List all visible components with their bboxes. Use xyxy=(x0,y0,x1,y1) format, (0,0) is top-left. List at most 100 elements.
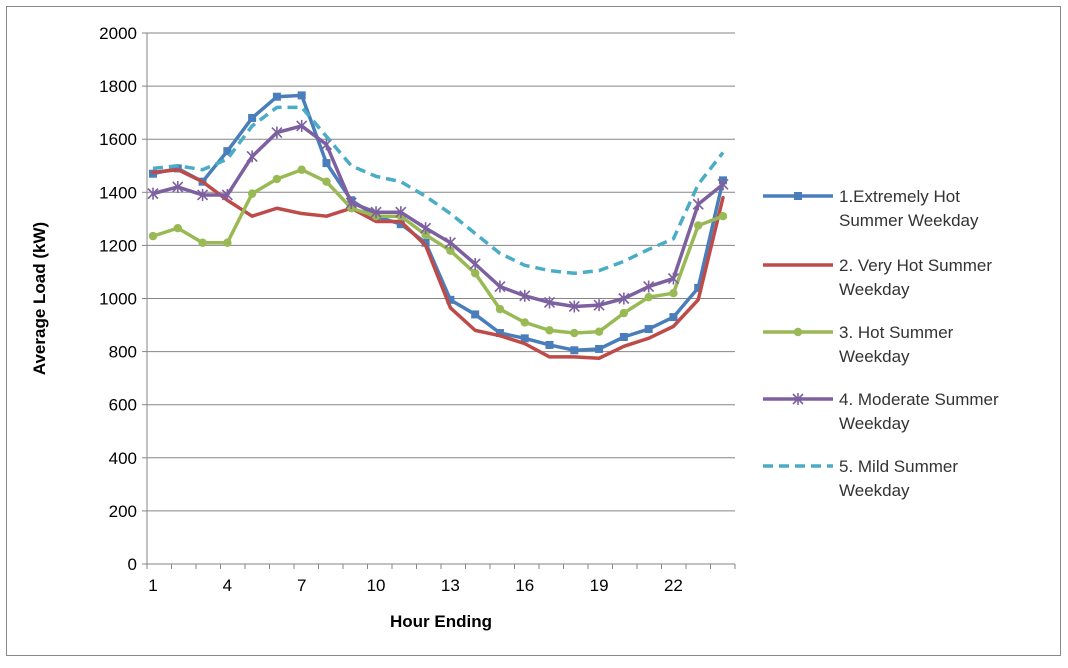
chart-frame: 0 200 400 600 800 1000 1200 1400 1600 1800 2000 1 4… xyxy=(6,6,1061,656)
data-point-marker xyxy=(470,269,480,278)
y-tick-label: 2000 xyxy=(99,24,137,43)
legend-label: 3. Hot Summer xyxy=(839,323,954,342)
legend-label: Weekday xyxy=(839,414,910,433)
data-point-marker xyxy=(421,230,430,239)
data-point-marker xyxy=(147,187,159,200)
series-line xyxy=(152,105,725,276)
data-point-marker xyxy=(297,91,306,100)
x-axis-ticks: 1 4 7 10 13 16 19 22 xyxy=(146,564,736,595)
data-point-marker xyxy=(395,206,407,219)
data-point-marker xyxy=(223,238,232,247)
data-point-marker xyxy=(322,159,331,168)
series-line xyxy=(151,167,725,360)
data-point-marker xyxy=(692,198,704,211)
series-line xyxy=(151,93,725,353)
data-point-marker xyxy=(173,223,182,233)
data-point-marker xyxy=(296,119,308,132)
data-point-marker xyxy=(221,188,233,201)
data-point-marker xyxy=(619,308,629,318)
legend-label: Summer Weekday xyxy=(839,211,979,230)
data-point-marker xyxy=(568,300,580,313)
data-point-marker xyxy=(570,328,579,338)
data-point-marker xyxy=(543,296,556,309)
x-axis-title: Hour Ending xyxy=(390,612,492,631)
data-point-marker xyxy=(717,178,729,191)
data-point-marker xyxy=(322,177,331,186)
legend-item: 5. Mild Summer Weekday xyxy=(763,457,958,500)
data-point-marker xyxy=(198,238,207,247)
series-group xyxy=(147,91,729,360)
legend-label: 4. Moderate Summer xyxy=(839,390,999,409)
data-point-marker xyxy=(495,329,504,338)
legend-item: 4. Moderate Summer Weekday xyxy=(763,390,999,433)
line-chart: 0 200 400 600 800 1000 1200 1400 1600 1800 2000 1 4… xyxy=(30,24,999,631)
data-point-marker xyxy=(793,327,803,337)
legend-label: 1.Extremely Hot xyxy=(839,187,960,206)
data-point-marker xyxy=(494,280,506,293)
data-point-marker xyxy=(794,192,802,200)
data-point-marker xyxy=(272,174,282,184)
data-point-marker xyxy=(694,283,703,292)
data-point-marker xyxy=(148,231,158,241)
y-tick-label: 1000 xyxy=(99,290,137,309)
data-point-marker xyxy=(469,257,481,270)
data-point-marker xyxy=(172,180,184,193)
data-point-marker xyxy=(694,221,703,230)
data-point-marker xyxy=(792,393,804,405)
legend-item: 1.Extremely Hot Summer Weekday xyxy=(763,187,979,230)
legend: 1.Extremely Hot Summer Weekday 2. Very Hot… xyxy=(763,187,999,500)
legend-item: 3. Hot Summer Weekday xyxy=(763,323,954,366)
legend-item: 2. Very Hot Summer Weekday xyxy=(763,256,992,299)
x-tick-label: 13 xyxy=(441,576,460,595)
y-tick-label: 600 xyxy=(109,396,137,415)
legend-label: Weekday xyxy=(839,481,910,500)
legend-label: Weekday xyxy=(839,347,910,366)
data-point-marker xyxy=(495,304,505,314)
y-tick-label: 1800 xyxy=(99,77,137,96)
x-tick-label: 16 xyxy=(515,576,534,595)
data-point-marker xyxy=(519,289,531,302)
data-point-marker xyxy=(196,188,209,201)
data-point-marker xyxy=(667,272,680,285)
data-point-marker xyxy=(669,313,678,322)
series-line xyxy=(151,124,725,309)
y-axis-title: Average Load (kW) xyxy=(30,222,49,375)
legend-label: 2. Very Hot Summer xyxy=(839,256,992,275)
x-tick-label: 10 xyxy=(367,576,386,595)
data-point-marker xyxy=(643,280,655,293)
data-point-marker xyxy=(421,238,430,247)
x-tick-label: 22 xyxy=(664,576,683,595)
data-point-marker xyxy=(594,327,604,336)
data-point-marker xyxy=(545,340,554,349)
data-point-marker xyxy=(718,211,728,221)
data-point-marker xyxy=(618,292,630,305)
data-point-marker xyxy=(223,147,232,156)
y-tick-label: 800 xyxy=(109,343,137,362)
y-tick-label: 400 xyxy=(109,449,137,468)
data-point-marker xyxy=(471,310,480,319)
x-tick-label: 1 xyxy=(148,576,157,595)
x-tick-label: 4 xyxy=(223,576,232,595)
data-point-marker xyxy=(619,332,628,341)
data-point-marker xyxy=(396,220,405,229)
gridlines xyxy=(147,32,735,512)
y-axis-ticks: 0 200 400 600 800 1000 1200 1400 1600 1800 2000 xyxy=(99,24,147,574)
legend-label: 5. Mild Summer xyxy=(839,457,958,476)
data-point-marker xyxy=(248,113,257,122)
y-tick-label: 1600 xyxy=(99,130,137,149)
data-point-marker xyxy=(520,334,529,343)
x-tick-label: 7 xyxy=(297,576,306,595)
y-tick-label: 1400 xyxy=(99,183,137,202)
series-5 xyxy=(152,105,725,276)
data-point-marker xyxy=(446,246,455,255)
data-point-marker xyxy=(272,92,281,101)
data-point-marker xyxy=(246,150,258,163)
data-point-marker xyxy=(297,165,306,174)
series-2 xyxy=(151,167,725,360)
y-tick-label: 1200 xyxy=(99,236,137,255)
series-3 xyxy=(148,165,728,338)
series-4 xyxy=(147,119,729,313)
data-point-marker xyxy=(520,318,529,327)
data-point-marker xyxy=(420,222,432,235)
data-point-marker xyxy=(370,206,382,219)
